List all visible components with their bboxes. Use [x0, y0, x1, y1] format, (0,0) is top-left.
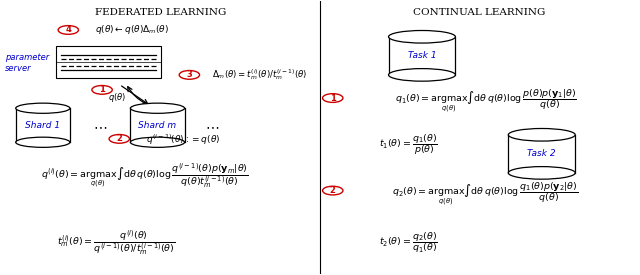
Text: FEDERATED LEARNING: FEDERATED LEARNING: [95, 8, 227, 17]
Text: 2: 2: [116, 134, 122, 143]
Text: Shard 1: Shard 1: [25, 121, 60, 130]
Text: $q_1(\theta) = \underset{q(\theta)}{\mathrm{argmax}} \int \mathrm{d}\theta\, q(\: $q_1(\theta) = \underset{q(\theta)}{\mat…: [395, 87, 577, 114]
Text: Task 1: Task 1: [408, 51, 436, 60]
Text: CONTINUAL LEARNING: CONTINUAL LEARNING: [413, 8, 545, 17]
Ellipse shape: [508, 128, 575, 141]
Text: $q_2(\theta) = \underset{q(\theta)}{\mathrm{argmax}} \int \mathrm{d}\theta\, q(\: $q_2(\theta) = \underset{q(\theta)}{\mat…: [392, 180, 579, 207]
Text: 3: 3: [186, 70, 192, 79]
Text: $t_2(\theta) = \dfrac{q_2(\theta)}{q_1(\theta)}$: $t_2(\theta) = \dfrac{q_2(\theta)}{q_1(\…: [378, 230, 437, 255]
Text: $q^{(i-1)}(\theta) := q(\theta)$: $q^{(i-1)}(\theta) := q(\theta)$: [146, 133, 220, 147]
Text: $q(\theta) \leftarrow q(\theta)\Delta_m(\theta)$: $q(\theta) \leftarrow q(\theta)\Delta_m(…: [95, 23, 169, 37]
Polygon shape: [131, 108, 184, 142]
Text: 1: 1: [99, 85, 105, 94]
Text: $\cdots$: $\cdots$: [205, 120, 219, 134]
FancyBboxPatch shape: [56, 46, 161, 78]
Text: server: server: [4, 64, 31, 73]
Ellipse shape: [16, 103, 70, 113]
Text: 1: 1: [330, 94, 336, 103]
Text: $t_1(\theta) = \dfrac{q_1(\theta)}{p(\theta)}$: $t_1(\theta) = \dfrac{q_1(\theta)}{p(\th…: [378, 132, 437, 157]
Ellipse shape: [388, 68, 456, 81]
Text: Shard m: Shard m: [138, 121, 177, 130]
Ellipse shape: [16, 137, 70, 147]
Text: $q^{(i)}(\theta) = \underset{q(\theta)}{\mathrm{argmax}} \int \mathrm{d}\theta\,: $q^{(i)}(\theta) = \underset{q(\theta)}{…: [41, 161, 248, 190]
Text: $\Delta_m(\theta) = t_m^{(i)}(\theta)/t_m^{(i-1)}(\theta)$: $\Delta_m(\theta) = t_m^{(i)}(\theta)/t_…: [212, 67, 307, 82]
Polygon shape: [388, 37, 456, 75]
Text: 4: 4: [65, 26, 71, 34]
Polygon shape: [508, 135, 575, 173]
Text: $t_m^{(i)}(\theta) = \dfrac{q^{(i)}(\theta)}{q^{(i-1)}(\theta)/t_m^{(i-1)}(\thet: $t_m^{(i)}(\theta) = \dfrac{q^{(i)}(\the…: [57, 228, 175, 257]
Text: 2: 2: [330, 186, 336, 195]
Text: $q(\theta)$: $q(\theta)$: [108, 91, 127, 104]
Text: parameter: parameter: [4, 53, 49, 62]
Text: Task 2: Task 2: [527, 149, 556, 158]
Ellipse shape: [508, 167, 575, 179]
Ellipse shape: [388, 31, 456, 43]
Text: $\cdots$: $\cdots$: [93, 120, 108, 134]
Ellipse shape: [131, 103, 184, 113]
Ellipse shape: [131, 137, 184, 147]
Polygon shape: [16, 108, 70, 142]
